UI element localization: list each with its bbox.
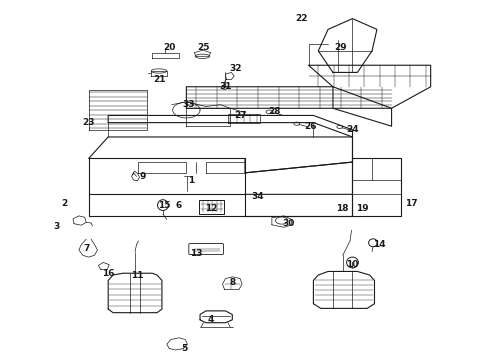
Text: 26: 26 <box>305 122 317 131</box>
Text: 32: 32 <box>229 64 242 73</box>
Text: 24: 24 <box>346 125 359 134</box>
Text: 34: 34 <box>251 192 264 201</box>
Text: 17: 17 <box>405 199 417 208</box>
Text: 30: 30 <box>283 219 295 228</box>
Text: 31: 31 <box>219 82 232 91</box>
Text: 19: 19 <box>356 204 368 213</box>
Text: 18: 18 <box>337 204 349 213</box>
Text: 1: 1 <box>188 176 195 185</box>
Text: 7: 7 <box>83 244 89 253</box>
Text: 23: 23 <box>82 118 95 127</box>
Text: 6: 6 <box>176 201 182 210</box>
Text: 11: 11 <box>131 270 144 279</box>
Text: 12: 12 <box>204 204 217 213</box>
Text: 14: 14 <box>373 240 386 249</box>
Text: 16: 16 <box>102 269 115 278</box>
Text: 22: 22 <box>295 14 307 23</box>
Text: 2: 2 <box>61 199 67 208</box>
Text: 4: 4 <box>208 315 214 324</box>
Text: 3: 3 <box>54 222 60 231</box>
Text: 10: 10 <box>346 260 359 269</box>
Text: 27: 27 <box>234 111 246 120</box>
Text: 28: 28 <box>268 107 281 116</box>
Text: 5: 5 <box>181 344 187 353</box>
Text: 29: 29 <box>334 43 346 52</box>
Text: 33: 33 <box>183 100 195 109</box>
Text: 21: 21 <box>153 75 166 84</box>
Text: 25: 25 <box>197 43 210 52</box>
Text: 9: 9 <box>139 172 146 181</box>
Text: 8: 8 <box>230 278 236 287</box>
Text: 13: 13 <box>190 249 202 258</box>
Text: 15: 15 <box>158 201 171 210</box>
Text: 20: 20 <box>163 43 175 52</box>
